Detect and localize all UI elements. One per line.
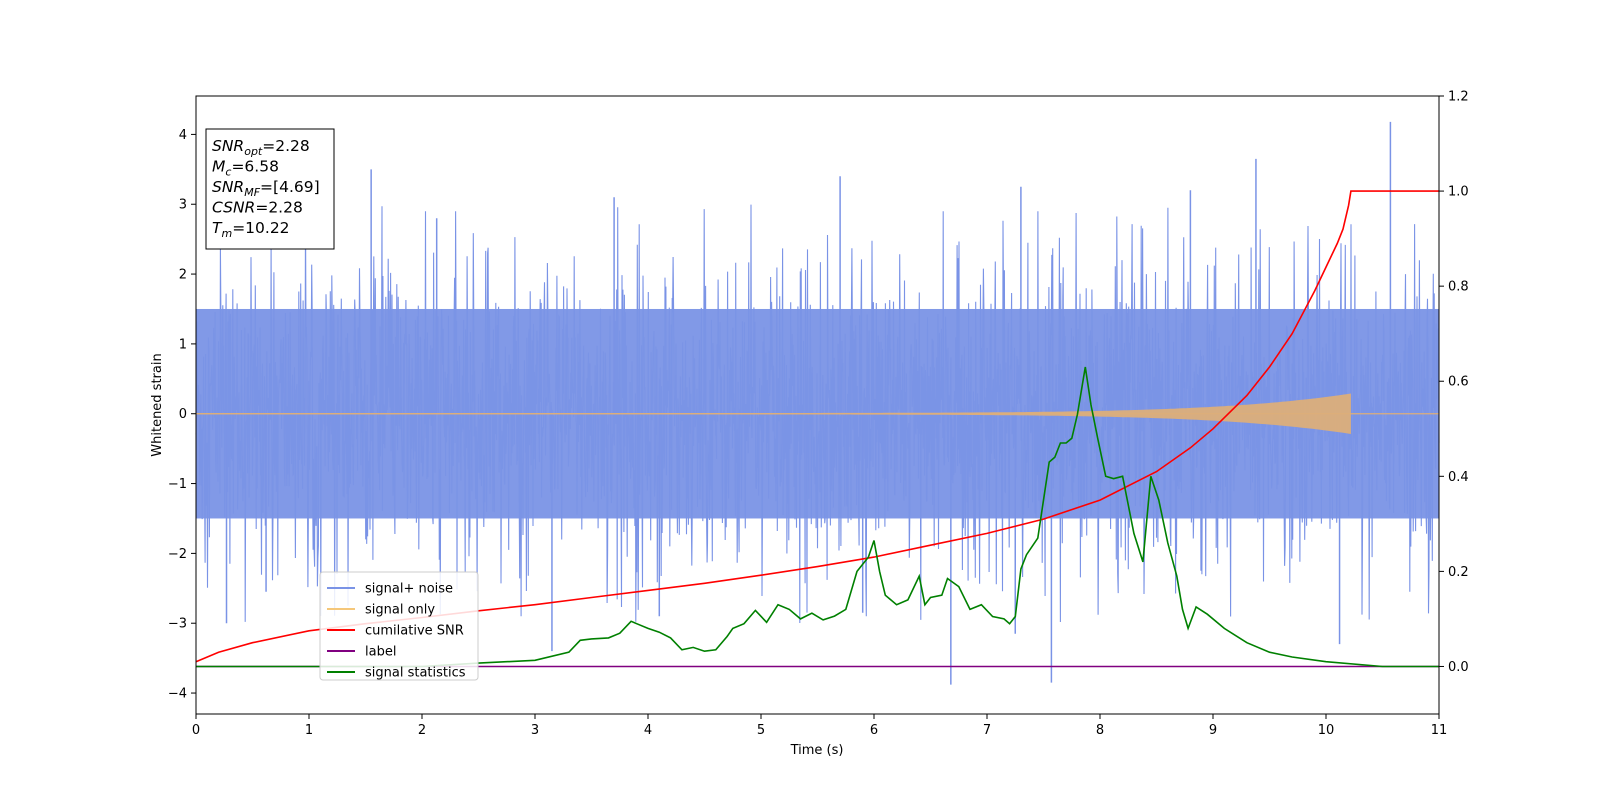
x-tick-label: 9 (1209, 723, 1217, 738)
legend-label: label (365, 645, 396, 660)
series-signal-only (196, 393, 1439, 434)
y-tick-label-right: 1.0 (1448, 185, 1469, 200)
info-line: Tm=10.22 (212, 219, 290, 240)
y-tick-label-left: 2 (179, 268, 187, 283)
x-tick-label: 7 (983, 723, 991, 738)
x-tick-label: 6 (870, 723, 878, 738)
y-tick-label-left: −2 (168, 547, 187, 562)
series-signal-statistics (196, 366, 1439, 668)
info-line: SNRMF=[4.69] (212, 178, 320, 199)
x-tick-label: 3 (531, 723, 539, 738)
y-tick-label-left: −3 (168, 617, 187, 632)
legend-label: signal+ noise (365, 582, 453, 597)
y-tick-label-left: −4 (168, 687, 187, 702)
x-axis: 0 1 2 3 4 5 6 7 8 9 10 11 (192, 714, 1447, 738)
y-tick-label-right: 0.6 (1448, 375, 1469, 390)
info-line: CSNR=2.28 (212, 199, 303, 217)
x-tick-label: 5 (757, 723, 765, 738)
x-tick-label: 2 (418, 723, 426, 738)
plot-area (195, 95, 1440, 715)
y-tick-label-left: 4 (179, 128, 187, 143)
x-axis-label: Time (s) (790, 743, 844, 758)
y-tick-label-left: 0 (179, 407, 187, 422)
y-tick-label-right: 0.4 (1448, 470, 1469, 485)
info-line: SNRopt=2.28 (212, 137, 310, 158)
y-tick-label-right: 0.2 (1448, 565, 1469, 580)
legend-label: signal statistics (365, 666, 466, 681)
x-tick-label: 11 (1431, 723, 1448, 738)
legend-label: cumilative SNR (365, 624, 464, 639)
y-axis-left: −4 −3 −2 −1 0 1 2 3 4 (168, 128, 196, 702)
x-tick-label: 10 (1318, 723, 1335, 738)
y-tick-label-right: 0.8 (1448, 280, 1469, 295)
y-tick-label-right: 1.2 (1448, 90, 1469, 105)
y-tick-label-left: −1 (168, 477, 187, 492)
x-tick-label: 1 (305, 723, 313, 738)
x-tick-label: 8 (1096, 723, 1104, 738)
y-axis-label-left: Whitened strain (150, 353, 165, 456)
legend: signal+ noise signal only cumilative SNR la… (319, 571, 479, 681)
info-line: Mc=6.58 (212, 158, 279, 179)
plot-frame (195, 95, 1440, 715)
y-tick-label-right: 0.0 (1448, 660, 1469, 675)
legend-label: signal only (365, 603, 435, 618)
y-tick-label-left: 3 (179, 198, 187, 213)
x-tick-label: 0 (192, 723, 200, 738)
y-axis-right: 0.0 0.2 0.4 0.6 0.8 1.0 1.2 (1439, 90, 1469, 675)
y-tick-label-left: 1 (179, 337, 187, 352)
x-tick-label: 4 (644, 723, 652, 738)
